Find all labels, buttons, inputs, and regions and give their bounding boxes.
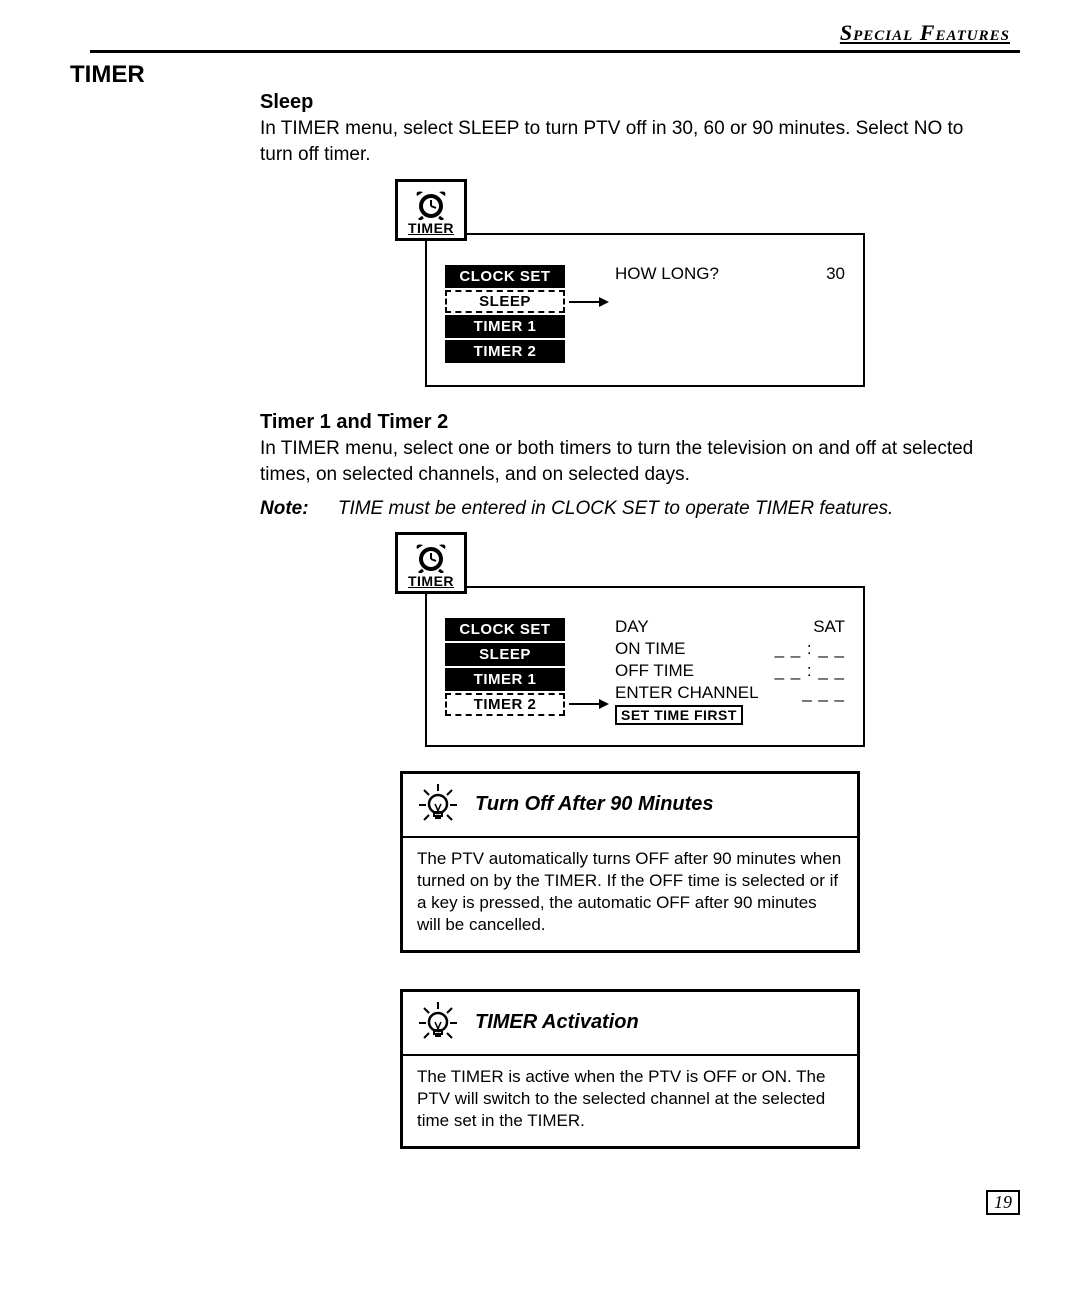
row-day-label: DAY: [615, 617, 649, 637]
tip1-body: The PTV automatically turns OFF after 90…: [403, 838, 857, 950]
page-header: Special Features: [90, 20, 1020, 46]
row-day-value: SAT: [785, 617, 845, 637]
row-ontime-value: _ _ : _ _: [775, 639, 845, 659]
how-long-value: 30: [785, 264, 845, 284]
note-label: Note:: [260, 498, 309, 519]
sleep-menu-items: CLOCK SET SLEEP TIMER 1 TIMER 2: [445, 263, 595, 365]
sleep-menu-right: HOW LONG? 30: [595, 263, 845, 285]
timer-badge: TIMER: [395, 179, 467, 241]
timers-note: Note: TIME must be entered in CLOCK SET …: [260, 498, 1000, 520]
timer-badge-label: TIMER: [400, 220, 462, 236]
menu-item-label: SLEEP: [479, 293, 531, 310]
sleep-menu-figure: TIMER CLOCK SET SLEEP TIMER 1: [395, 179, 865, 387]
how-long-label: HOW LONG?: [615, 264, 719, 284]
page-number: 19: [986, 1190, 1020, 1215]
sleep-menu-box: CLOCK SET SLEEP TIMER 1 TIMER 2: [425, 233, 865, 387]
header-rule: [90, 50, 1020, 53]
header-text: Special Features: [840, 20, 1010, 45]
menu2-item-timer2: TIMER 2: [445, 693, 565, 716]
menu2-item-clock-set: CLOCK SET: [445, 618, 565, 641]
timer2-menu-right: DAY SAT ON TIME _ _ : _ _ OFF TIME _ _ : _ …: [595, 616, 845, 725]
row-channel-label: ENTER CHANNEL: [615, 683, 759, 703]
set-time-first: SET TIME FIRST: [615, 705, 743, 725]
sleep-paragraph: In TIMER menu, select SLEEP to turn PTV …: [260, 116, 1000, 167]
menu2-item-timer1: TIMER 1: [445, 668, 565, 691]
tip-timer-activation: TIMER Activation The TIMER is active whe…: [400, 989, 860, 1149]
timers-heading: Timer 1 and Timer 2: [260, 411, 1000, 434]
tip1-title: Turn Off After 90 Minutes: [475, 793, 714, 816]
timer2-menu-box: CLOCK SET SLEEP TIMER 1 TIMER 2 DAY SAT: [425, 586, 865, 747]
arrow-right-icon: [569, 697, 609, 711]
section-title: TIMER: [70, 61, 1020, 89]
timer-badge-2-label: TIMER: [400, 573, 462, 589]
tip-turn-off-90: Turn Off After 90 Minutes The PTV automa…: [400, 771, 860, 953]
row-ontime-label: ON TIME: [615, 639, 686, 659]
tip2-title: TIMER Activation: [475, 1011, 639, 1034]
menu-item-sleep: SLEEP: [445, 290, 565, 313]
row-offtime-value: _ _ : _ _: [775, 661, 845, 681]
menu2-item-sleep: SLEEP: [445, 643, 565, 666]
tip2-body: The TIMER is active when the PTV is OFF …: [403, 1056, 857, 1146]
row-channel-value: _ _ _: [785, 683, 845, 703]
menu-item-clock-set: CLOCK SET: [445, 265, 565, 288]
alarm-clock-icon: [409, 539, 453, 573]
row-offtime-label: OFF TIME: [615, 661, 694, 681]
menu2-item-label: TIMER 2: [474, 696, 537, 713]
timer-badge-2: TIMER: [395, 532, 467, 594]
timer2-menu-figure: TIMER CLOCK SET SLEEP TIMER 1 TIMER 2: [395, 532, 865, 747]
menu-item-timer2: TIMER 2: [445, 340, 565, 363]
menu-item-timer1: TIMER 1: [445, 315, 565, 338]
lightbulb-icon: [415, 782, 461, 828]
arrow-right-icon: [569, 295, 609, 309]
alarm-clock-icon: [409, 186, 453, 220]
timers-paragraph: In TIMER menu, select one or both timers…: [260, 436, 1000, 487]
lightbulb-icon: [415, 1000, 461, 1046]
sleep-heading: Sleep: [260, 91, 1000, 114]
timer2-menu-items: CLOCK SET SLEEP TIMER 1 TIMER 2: [445, 616, 595, 718]
note-text: TIME must be entered in CLOCK SET to ope…: [338, 498, 893, 519]
